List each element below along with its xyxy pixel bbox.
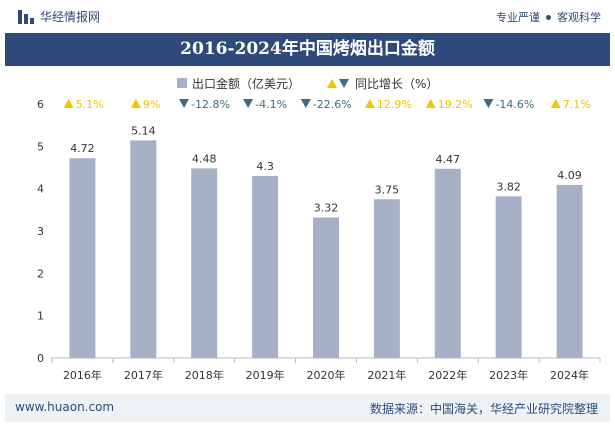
bar: [434, 168, 461, 358]
slogan-dot-icon: [546, 14, 551, 20]
growth-up-triangle-icon: [63, 99, 74, 108]
bar: [130, 140, 157, 358]
growth-down-triangle-icon: [243, 99, 254, 108]
bar: [556, 184, 583, 358]
bar: [252, 175, 279, 358]
x-tick-label: 2019年: [246, 368, 285, 382]
growth-up-triangle-icon: [425, 99, 436, 108]
y-tick-label: 5: [37, 140, 44, 153]
y-tick-label: 1: [37, 310, 44, 323]
slogan: 专业严谨 客观科学: [496, 9, 601, 25]
legend-series-label: 出口金额（亿美元）: [192, 76, 300, 91]
bar-value-label: 4.09: [557, 169, 582, 182]
top-bar: 华经情报网 专业严谨 客观科学: [0, 0, 615, 33]
bar-value-label: 4.47: [436, 153, 461, 166]
footer-source: 数据来源：中国海关，华经产业研究院整理: [369, 402, 598, 416]
x-tick-label: 2021年: [367, 368, 406, 382]
slogan-left: 专业严谨: [496, 11, 540, 24]
x-tick-label: 2016年: [63, 368, 102, 382]
growth-label: 9%: [143, 98, 160, 111]
bar-value-label: 4.48: [192, 152, 217, 165]
bar-value-label: 3.75: [375, 183, 400, 196]
bar-value-label: 5.14: [131, 124, 156, 137]
legend-growth-label: 同比增长（%）: [355, 77, 438, 91]
bar: [191, 168, 218, 358]
bar: [69, 158, 96, 358]
axes: 0 1 2 3 4 5 6 2016年 2017年 2018年 2019年 2020年 2021年 202…: [37, 98, 601, 382]
bar-value-label: 3.32: [314, 201, 339, 214]
brand: 华经情报网: [18, 8, 100, 25]
brand-name: 华经情报网: [40, 10, 101, 24]
growth-down-triangle-icon: [179, 99, 190, 108]
growth-labels: 5.1% 9% -12.8% -4.1% -22.6% 12.9% 19.2% -14.6% 7…: [63, 98, 591, 111]
y-tick-label: 4: [37, 183, 44, 196]
growth-down-triangle-icon: [300, 99, 311, 108]
y-tick-label: 2: [37, 267, 44, 280]
legend-down-triangle-icon: [339, 79, 349, 88]
bar: [373, 199, 400, 358]
bars: 4.72 5.14 4.48 4.3 3.32 3.75 4.47 3.82 4.09: [69, 124, 583, 358]
bar-value-label: 3.82: [496, 180, 521, 193]
legend-bar-swatch: [177, 78, 187, 88]
legend-up-triangle-icon: [327, 79, 337, 88]
chart-title: 2016-2024年中国烤烟出口金额: [5, 33, 610, 66]
y-tick-label: 6: [37, 98, 44, 111]
growth-label: 5.1%: [76, 98, 104, 111]
y-tick-label: 0: [37, 352, 44, 365]
slogan-right: 客观科学: [557, 11, 601, 24]
growth-label: -22.6%: [313, 98, 352, 111]
footer-website: www.huaon.com: [15, 400, 115, 414]
legend: 出口金额（亿美元） 同比增长（%）: [177, 76, 438, 91]
x-tick-label: 2022年: [428, 368, 467, 382]
y-tick-label: 3: [37, 225, 44, 238]
brand-logo-icon: [18, 9, 34, 24]
growth-up-triangle-icon: [550, 99, 561, 108]
growth-label: 19.2%: [438, 98, 473, 111]
growth-label: -12.8%: [191, 98, 230, 111]
x-tick-label: 2020年: [307, 368, 346, 382]
bar-value-label: 4.72: [70, 142, 95, 155]
growth-up-triangle-icon: [364, 99, 375, 108]
chart: 出口金额（亿美元） 同比增长（%） 0 1 2 3 4 5 6 2016年 2017年 2018年 2…: [37, 76, 601, 382]
growth-label: -4.1%: [255, 98, 287, 111]
footer: www.huaon.com 数据来源：中国海关，华经产业研究院整理: [5, 394, 610, 422]
growth-down-triangle-icon: [483, 99, 494, 108]
bar-value-label: 4.3: [256, 160, 274, 173]
growth-label: 7.1%: [563, 98, 591, 111]
growth-label: 12.9%: [377, 98, 412, 111]
x-tick-label: 2024年: [550, 368, 589, 382]
bar: [495, 196, 522, 358]
x-tick-label: 2023年: [489, 368, 528, 382]
x-tick-label: 2017年: [124, 368, 163, 382]
growth-label: -14.6%: [495, 98, 534, 111]
bar: [313, 217, 339, 358]
growth-up-triangle-icon: [130, 99, 141, 108]
x-tick-label: 2018年: [185, 368, 224, 382]
